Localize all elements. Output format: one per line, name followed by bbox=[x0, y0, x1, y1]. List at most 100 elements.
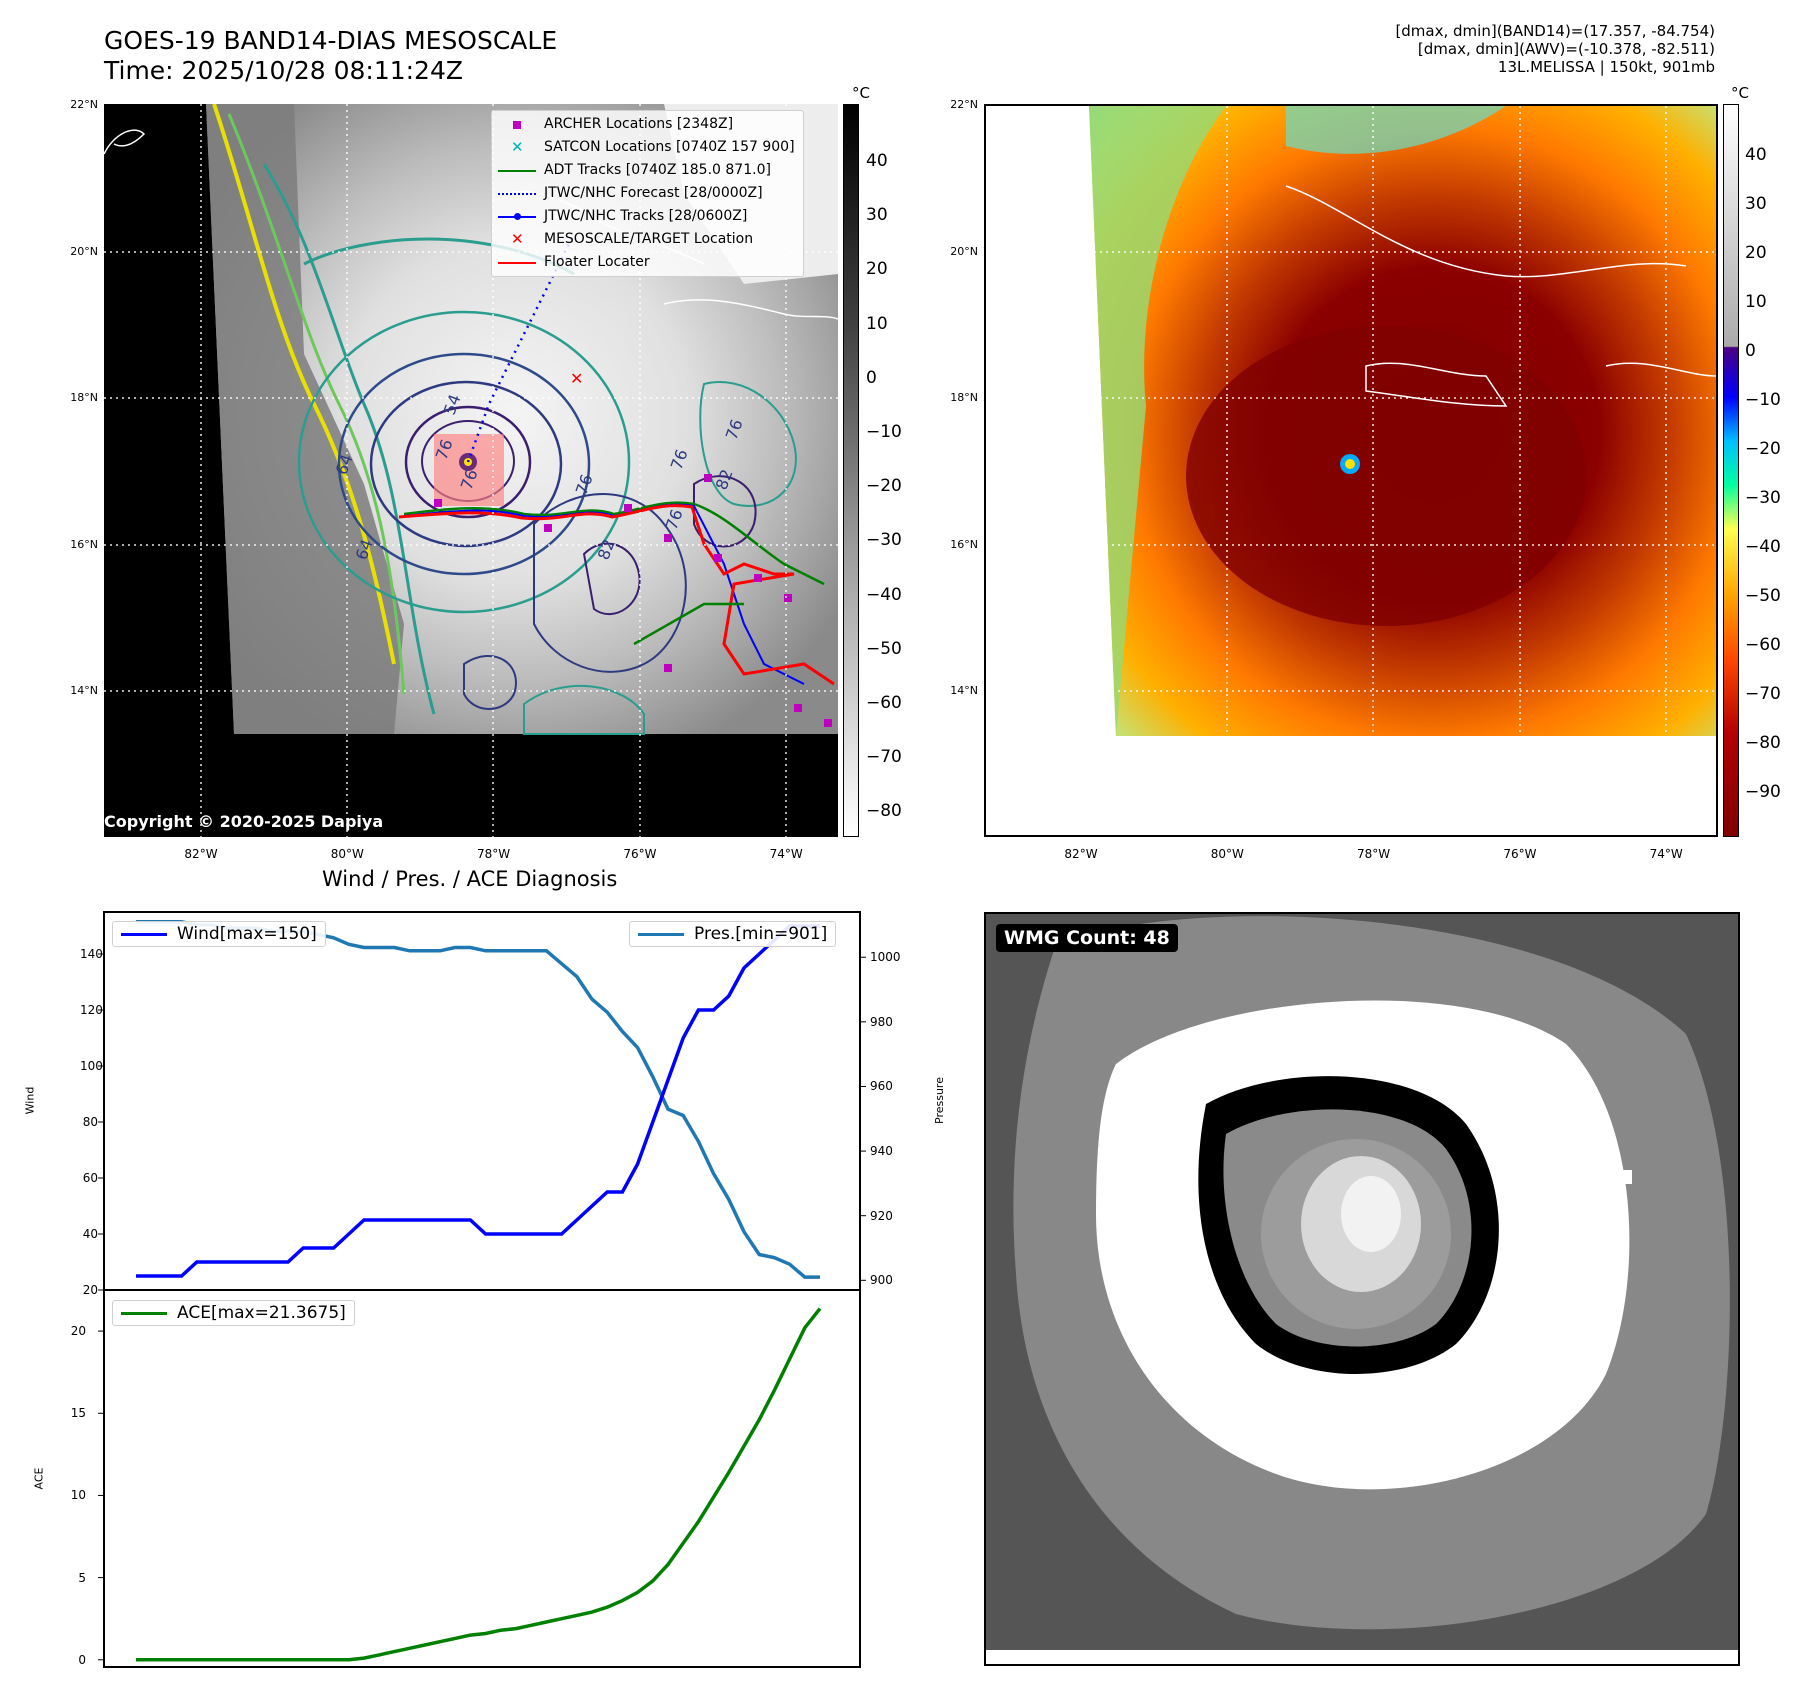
legend-label: JTWC/NHC Tracks [28/0600Z] bbox=[544, 208, 748, 224]
colorbar-tick-label: 30 bbox=[866, 205, 888, 226]
wind-legend: Wind[max=150] bbox=[112, 921, 326, 947]
wind-tick-label: 100 bbox=[80, 1059, 103, 1073]
legend-entry: ✕ MESOSCALE/TARGET Location bbox=[498, 228, 795, 251]
legend-label: Floater Locater bbox=[544, 254, 650, 270]
ace-chart bbox=[98, 1289, 861, 1668]
colorbar-tick-label: 0 bbox=[866, 367, 877, 388]
colorbar-tick-label: −10 bbox=[866, 422, 902, 442]
colorbar-tick-label: 20 bbox=[866, 259, 888, 280]
ace-legend: ACE[max=21.3675] bbox=[112, 1300, 355, 1326]
pressure-tick-label: 900 bbox=[870, 1273, 893, 1288]
lon-label: 82°W bbox=[1064, 847, 1098, 861]
wind-tick-label: 20 bbox=[82, 1283, 98, 1297]
pressure-legend-swatch bbox=[638, 932, 684, 936]
pressure-tick-label: 940 bbox=[870, 1144, 893, 1159]
ir-colorbar-unit: °C bbox=[852, 84, 870, 102]
lat-label: 18°N bbox=[950, 391, 978, 404]
lat-label: 16°N bbox=[70, 537, 98, 551]
legend-symbol bbox=[498, 117, 536, 133]
colorbar-tick-label: −30 bbox=[1745, 488, 1781, 508]
legend-symbol bbox=[498, 186, 536, 202]
lat-label: 22°N bbox=[950, 98, 978, 111]
lat-label: 16°N bbox=[950, 537, 978, 551]
ace-line bbox=[136, 1307, 822, 1662]
legend-entry: Floater Locater bbox=[498, 251, 795, 274]
colorbar-tick-label: −80 bbox=[1745, 733, 1781, 753]
wmg-panel bbox=[984, 912, 1740, 1666]
enhanced-colorbar bbox=[1723, 104, 1739, 837]
wmg-image bbox=[986, 914, 1738, 1650]
wind-legend-swatch bbox=[121, 932, 167, 936]
diagnosis-title: Wind / Pres. / ACE Diagnosis bbox=[322, 867, 618, 891]
colorbar-tick-label: −80 bbox=[866, 801, 902, 822]
colorbar-tick-label: −70 bbox=[866, 747, 902, 768]
ace-tick-label: 5 bbox=[78, 1570, 86, 1585]
pressure-tick-label: 920 bbox=[870, 1208, 893, 1223]
pressure-tick-label: 980 bbox=[870, 1014, 893, 1029]
colorbar-tick-label: −70 bbox=[1745, 684, 1781, 704]
colorbar-tick-label: −60 bbox=[866, 693, 902, 713]
wmg-count-label: WMG Count: 48 bbox=[996, 924, 1178, 952]
legend-symbol: ✕ bbox=[511, 137, 524, 156]
colorbar-tick-label: 20 bbox=[1745, 243, 1767, 263]
svg-text:✕: ✕ bbox=[570, 369, 583, 388]
title-line-1: GOES-19 BAND14-DIAS MESOSCALE bbox=[104, 26, 558, 55]
legend-symbol: ✕ bbox=[511, 229, 524, 248]
wind-tick-label: 120 bbox=[80, 1003, 103, 1017]
legend-entry: ADT Tracks [0740Z 185.0 871.0] bbox=[498, 159, 795, 182]
wind-legend-label: Wind[max=150] bbox=[177, 924, 317, 944]
enhanced-colorbar-unit: °C bbox=[1731, 84, 1749, 102]
lon-label: 74°W bbox=[1649, 847, 1683, 861]
pressure-tick-label: 960 bbox=[870, 1079, 893, 1094]
legend-symbol bbox=[498, 163, 536, 179]
ir-map-legend: ARCHER Locations [2348Z] ✕ SATCON Location… bbox=[491, 110, 804, 277]
info-storm-id: 13L.MELISSA | 150kt, 901mb bbox=[1497, 58, 1715, 76]
colorbar-tick-label: 40 bbox=[866, 151, 888, 171]
ace-axis-label: ACE bbox=[32, 1467, 46, 1490]
lat-label: 20°N bbox=[70, 244, 98, 258]
colorbar-tick-label: 10 bbox=[866, 313, 888, 334]
wind-axis-label: Wind bbox=[23, 1086, 37, 1115]
pressure-line bbox=[136, 919, 820, 1279]
lon-label: 80°W bbox=[330, 847, 364, 861]
colorbar-tick-label: −60 bbox=[1745, 635, 1781, 655]
legend-label: ARCHER Locations [2348Z] bbox=[544, 116, 734, 132]
lat-label: 20°N bbox=[950, 244, 978, 258]
storm-info: [dmax, dmin](BAND14)=(17.357, -84.754) [… bbox=[1395, 22, 1715, 76]
lon-label: 76°W bbox=[1503, 847, 1537, 861]
wind-tick-label: 40 bbox=[82, 1227, 98, 1241]
legend-label: ADT Tracks [0740Z 185.0 871.0] bbox=[544, 162, 771, 178]
colorbar-tick-label: −50 bbox=[1745, 586, 1781, 606]
legend-entry: ARCHER Locations [2348Z] bbox=[498, 113, 795, 136]
copyright-text: Copyright © 2020-2025 Dapiya bbox=[104, 812, 384, 831]
pressure-axis-label: Pressure bbox=[932, 1077, 946, 1124]
pressure-legend: Pres.[min=901] bbox=[629, 921, 837, 947]
legend-label: MESOSCALE/TARGET Location bbox=[544, 231, 754, 247]
figure-title: GOES-19 BAND14-DIAS MESOSCALE Time: 2025… bbox=[104, 26, 557, 86]
ir-colorbar bbox=[843, 104, 859, 837]
colorbar-tick-label: −20 bbox=[1745, 439, 1781, 459]
legend-symbol bbox=[498, 209, 536, 225]
ace-legend-swatch bbox=[121, 1311, 167, 1315]
colorbar-tick-label: −50 bbox=[866, 638, 902, 659]
lat-label: 14°N bbox=[70, 684, 98, 697]
title-line-2: Time: 2025/10/28 08:11:24Z bbox=[104, 56, 463, 85]
lat-label: 18°N bbox=[70, 391, 98, 404]
colorbar-tick-label: −40 bbox=[866, 584, 902, 605]
info-awv-range: [dmax, dmin](AWV)=(-10.378, -82.511) bbox=[1417, 40, 1715, 58]
ace-tick-label: 10 bbox=[70, 1488, 86, 1503]
lon-label: 82°W bbox=[184, 847, 218, 861]
wind-tick-label: 60 bbox=[82, 1171, 98, 1185]
lon-label: 78°W bbox=[477, 847, 511, 861]
lon-label: 74°W bbox=[769, 847, 803, 861]
colorbar-tick-label: 10 bbox=[1745, 292, 1767, 312]
ace-tick-label: 20 bbox=[70, 1324, 86, 1339]
ace-tick-label: 15 bbox=[70, 1406, 86, 1421]
legend-label: SATCON Locations [0740Z 157 900] bbox=[544, 139, 795, 155]
wind-tick-label: 140 bbox=[80, 947, 103, 961]
wind-tick-label: 80 bbox=[82, 1115, 98, 1129]
legend-entry: ✕ SATCON Locations [0740Z 157 900] bbox=[498, 136, 795, 159]
lat-label: 14°N bbox=[950, 684, 978, 697]
enhanced-map-panel bbox=[984, 104, 1718, 837]
pressure-legend-label: Pres.[min=901] bbox=[694, 924, 828, 944]
